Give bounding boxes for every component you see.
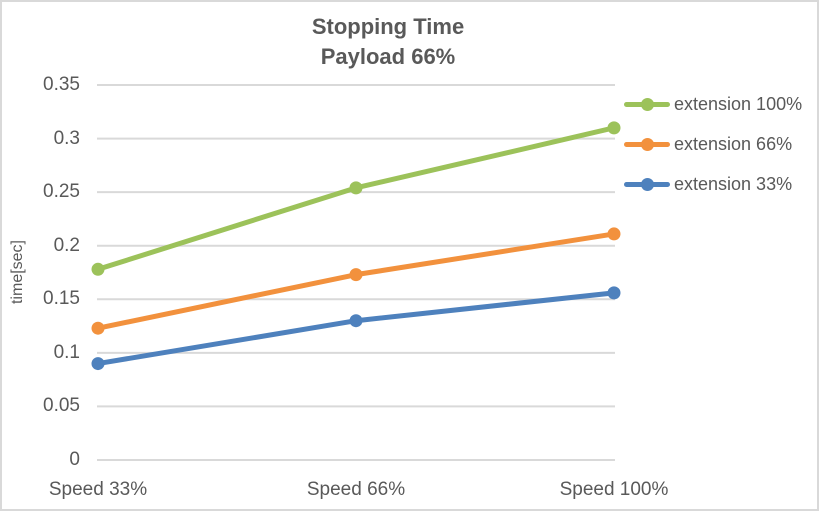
data-point-marker — [91, 357, 105, 371]
legend-line-marker-icon — [624, 177, 670, 191]
data-point-marker — [607, 227, 621, 241]
x-axis-label: Speed 100% — [559, 479, 669, 500]
plot-area — [91, 84, 621, 461]
data-point-marker — [91, 321, 105, 335]
y-tick-label: 0.35 — [43, 74, 80, 95]
chart-title-line2: Payload 66% — [320, 44, 456, 69]
y-tick-label: 0.25 — [43, 181, 80, 202]
data-point-marker — [349, 181, 363, 195]
y-tick-label: 0 — [69, 449, 80, 470]
legend-line-marker-icon — [624, 97, 670, 111]
legend-label: extension 66% — [674, 133, 793, 154]
y-tick-label: 0.2 — [53, 235, 80, 256]
legend-item-extension-66: extension 66% — [624, 131, 792, 157]
data-point-marker — [349, 314, 363, 328]
y-tick-label: 0.15 — [43, 288, 80, 309]
legend-label: extension 33% — [674, 173, 793, 194]
legend-item-extension-100: extension 100% — [624, 91, 802, 117]
data-point-marker — [349, 268, 363, 282]
legend-label: extension 100% — [674, 93, 803, 114]
chart-title: Stopping Time Payload 66% — [2, 12, 774, 72]
legend-line-marker-icon — [624, 137, 670, 151]
legend-item-extension-33: extension 33% — [624, 171, 792, 197]
chart-title-line1: Stopping Time — [311, 14, 465, 39]
data-point-marker — [607, 121, 621, 135]
y-tick-label: 0.3 — [53, 128, 80, 149]
data-point-marker — [91, 262, 105, 276]
data-point-marker — [607, 286, 621, 300]
x-axis-label: Speed 33% — [48, 479, 148, 500]
y-tick-label: 0.1 — [53, 342, 80, 363]
x-axis-label: Speed 66% — [306, 479, 406, 500]
y-tick-label: 0.05 — [43, 395, 80, 416]
